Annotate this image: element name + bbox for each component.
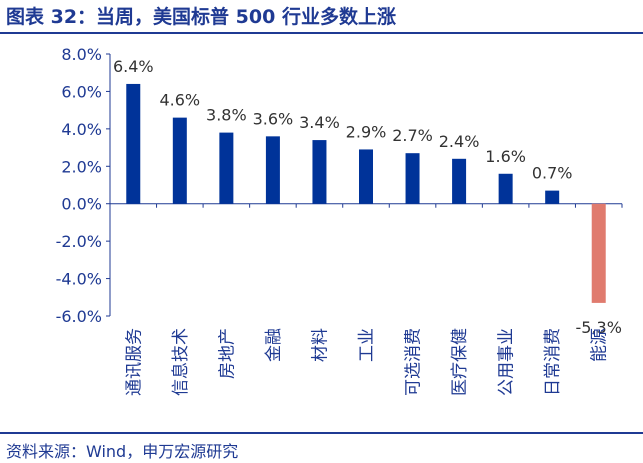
bar [312, 140, 327, 204]
figure-title: 图表 32：当周，美国标普 500 行业多数上涨 [6, 6, 396, 28]
category-label: 公用事业 [497, 328, 517, 396]
data-label: 0.7% [532, 164, 573, 183]
category-label: 工业 [357, 328, 377, 362]
category-label: 医疗保健 [450, 328, 470, 396]
bar [498, 173, 513, 204]
category-label: 房地产 [217, 328, 237, 379]
source-rule [0, 432, 643, 434]
data-label: 3.8% [206, 106, 247, 125]
chart-labels: 6.4% 通讯服务 4.6% 信息技术 3.8% 房地产 3.6% 金融 3.4% 材料 2.9% 工… [113, 57, 622, 396]
y-tick-label: -4.0% [56, 270, 102, 289]
data-label: 4.6% [159, 91, 200, 110]
y-tick-label: 6.0% [61, 82, 102, 101]
category-label: 能源 [590, 328, 610, 362]
y-tick-label: 4.0% [61, 120, 102, 139]
y-tick-label: -2.0% [56, 232, 102, 251]
bar [405, 153, 420, 204]
y-tick-label: -6.0% [56, 307, 102, 326]
category-label: 日常消费 [543, 328, 563, 396]
data-label: 2.9% [346, 122, 387, 141]
category-label: 金融 [264, 328, 284, 362]
bar-chart: 8.0% 6.0% 4.0% 2.0% 0.0% -2.0% -4.0% -6.0% 6.4%… [56, 45, 623, 396]
y-tick-label: 0.0% [61, 195, 102, 214]
category-label: 通讯服务 [124, 328, 144, 396]
category-label: 可选消费 [404, 328, 424, 396]
y-tick-label: 8.0% [61, 45, 102, 64]
bar [591, 203, 606, 303]
bar [359, 149, 373, 204]
bar [452, 158, 467, 204]
bar [219, 132, 234, 204]
data-label: -5.3% [576, 318, 622, 337]
data-label: 3.6% [253, 109, 294, 128]
data-label: 6.4% [113, 57, 154, 76]
chart-bars [126, 83, 606, 303]
data-label: 2.7% [392, 126, 433, 145]
data-label: 2.4% [439, 132, 480, 151]
bar [126, 83, 141, 204]
bar [545, 190, 560, 204]
bar [265, 136, 280, 204]
data-label: 1.6% [485, 147, 526, 166]
category-label: 材料 [310, 328, 330, 362]
title-rule [0, 32, 643, 34]
chart-axes: 8.0% 6.0% 4.0% 2.0% 0.0% -2.0% -4.0% -6.0% [56, 45, 623, 326]
source-note: 资料来源：Wind，申万宏源研究 [6, 442, 239, 461]
data-label: 3.4% [299, 113, 340, 132]
category-label: 信息技术 [171, 328, 191, 396]
bar [172, 117, 187, 204]
y-tick-label: 2.0% [61, 157, 102, 176]
